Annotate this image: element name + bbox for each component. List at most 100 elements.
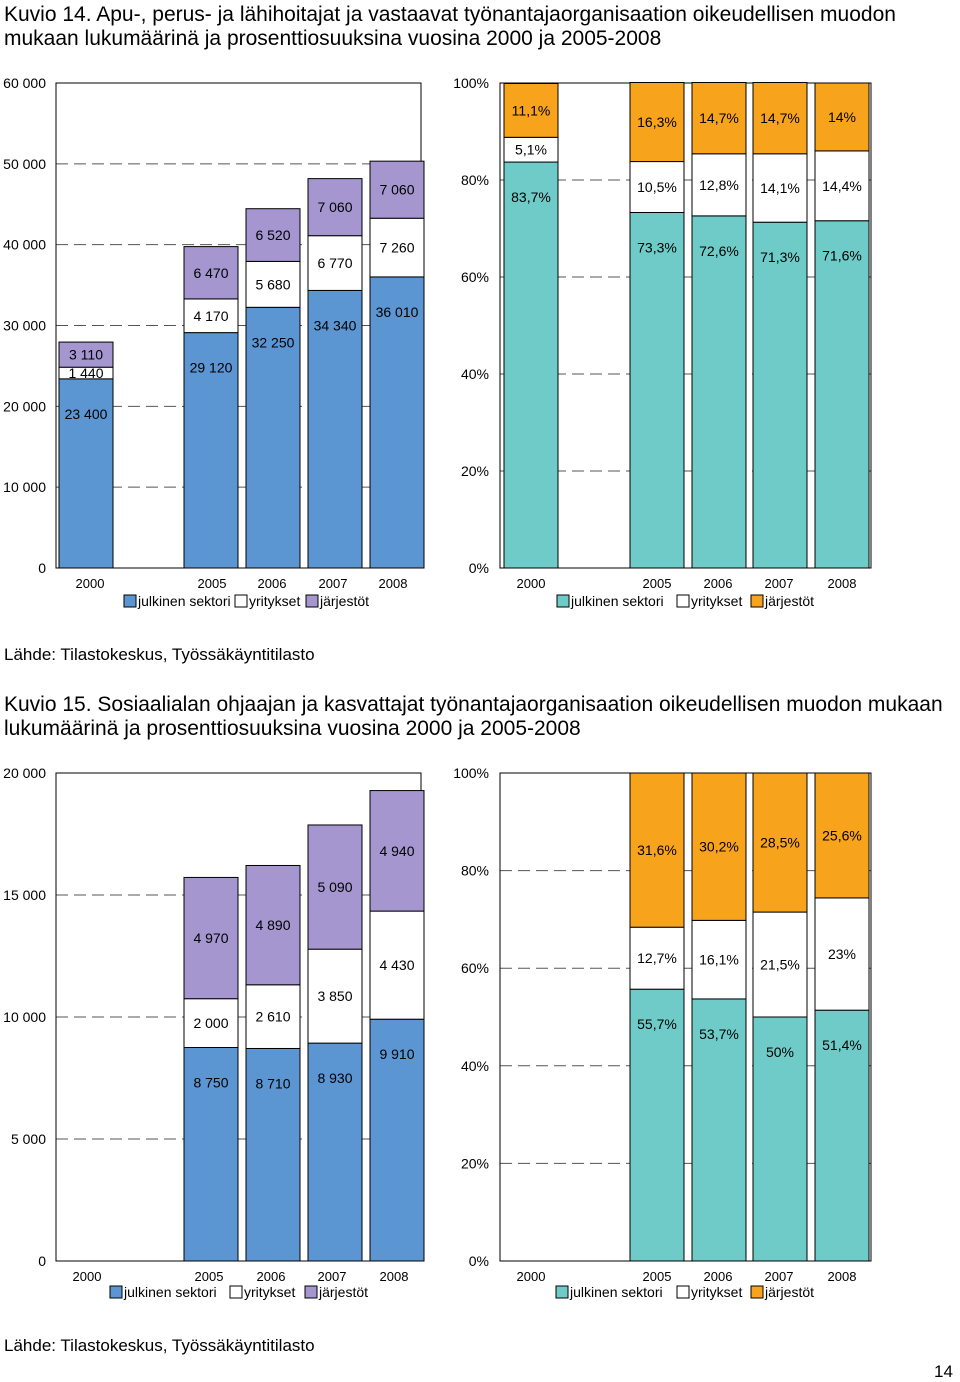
legend-label: julkinen sektori	[123, 1284, 217, 1300]
bar-segment	[58, 378, 114, 569]
data-label: 28,5%	[760, 835, 800, 851]
bar-segment	[752, 153, 808, 223]
x-tick-label: 2008	[828, 576, 857, 591]
x-tick-label: 2007	[318, 1269, 347, 1284]
y-tick-label: 10 000	[3, 1009, 46, 1025]
y-tick-label: 5 000	[11, 1131, 46, 1147]
bar-segment	[307, 178, 363, 237]
bar-segment	[752, 82, 808, 155]
bar-segment	[814, 220, 870, 569]
bar-segment	[245, 208, 301, 262]
x-tick-label: 2006	[258, 576, 287, 591]
legend-label: järjestöt	[319, 593, 369, 609]
data-label: 83,7%	[511, 189, 551, 205]
data-label: 12,7%	[637, 950, 677, 966]
y-tick-label: 40%	[461, 366, 489, 382]
legend-label: julkinen sektori	[569, 1284, 663, 1300]
bar-segment	[245, 984, 301, 1049]
bar-segment	[58, 341, 114, 368]
legend-swatch	[676, 594, 690, 608]
legend-label: järjestöt	[764, 1284, 814, 1300]
x-tick-label: 2005	[643, 1269, 672, 1284]
x-tick-label: 2005	[643, 576, 672, 591]
data-label: 7 060	[317, 199, 352, 215]
bar-segment	[369, 217, 425, 278]
bar-segment	[691, 153, 747, 217]
bar-segment	[752, 911, 808, 1018]
figure-14-title-text: Apu-, perus- ja lähihoitajat ja vastaava…	[4, 3, 896, 50]
y-tick-label: 15 000	[3, 887, 46, 903]
legend-swatch	[109, 1285, 123, 1299]
page-number: 14	[934, 1362, 953, 1381]
plot-frame	[499, 772, 872, 1262]
x-tick-label: 2000	[517, 576, 546, 591]
y-tick-label: 0%	[469, 560, 489, 576]
data-label: 71,3%	[760, 249, 800, 265]
bar-segment	[691, 82, 747, 155]
bar-segment	[752, 772, 808, 913]
bar-segment	[369, 276, 425, 569]
legend-swatch	[750, 594, 764, 608]
bar-segment	[307, 235, 363, 291]
legend-label: järjestöt	[764, 593, 814, 609]
data-label: 4 170	[193, 308, 228, 324]
legend-label: yritykset	[249, 593, 300, 609]
data-label: 10,5%	[637, 179, 677, 195]
bar-segment	[369, 790, 425, 912]
bar-segment	[307, 1042, 363, 1262]
legend-label: julkinen sektori	[570, 593, 664, 609]
data-label: 71,6%	[822, 248, 862, 264]
data-label: 25,6%	[822, 827, 862, 843]
figure-14-number: Kuvio 14.	[4, 3, 92, 26]
data-label: 53,7%	[699, 1026, 739, 1042]
data-label: 4 970	[193, 930, 228, 946]
figure-14-source: Lähde: Tilastokeskus, Työssäkäyntitilast…	[4, 645, 315, 664]
bar-segment	[814, 897, 870, 1011]
data-label: 7 060	[379, 182, 414, 198]
y-tick-label: 40 000	[3, 237, 46, 253]
legend-label: yritykset	[691, 1284, 742, 1300]
bar-segment	[814, 772, 870, 899]
bar-segment	[814, 150, 870, 222]
y-tick-label: 80%	[461, 172, 489, 188]
bar-segment	[307, 948, 363, 1044]
figure-15-source: Lähde: Tilastokeskus, Työssäkäyntitilast…	[4, 1336, 315, 1355]
data-label: 5 680	[255, 276, 290, 292]
bar-segment	[307, 824, 363, 950]
data-label: 9 910	[379, 1046, 414, 1062]
data-label: 31,6%	[637, 842, 677, 858]
bar-segment	[307, 289, 363, 569]
data-label: 14,7%	[760, 110, 800, 126]
y-tick-label: 50 000	[3, 156, 46, 172]
bar-segment	[245, 306, 301, 569]
bar-segment	[183, 246, 239, 300]
legend-swatch	[750, 1285, 764, 1299]
data-label: 8 750	[193, 1075, 228, 1091]
bar-segment	[503, 161, 559, 569]
data-label: 5 090	[317, 879, 352, 895]
data-label: 6 520	[255, 227, 290, 243]
bar-segment	[752, 1016, 808, 1262]
bar-segment	[245, 864, 301, 986]
figure-15-title-text: Sosiaalialan ohjaajan ja kasvattajat työ…	[4, 693, 943, 740]
data-label: 29 120	[190, 360, 233, 376]
bar-segment	[691, 215, 747, 569]
data-label: 3 850	[317, 988, 352, 1004]
data-label: 3 110	[69, 347, 103, 363]
y-tick-label: 0%	[469, 1253, 489, 1269]
bar-segment	[752, 221, 808, 569]
data-label: 4 940	[379, 843, 414, 859]
data-label: 11,1%	[512, 102, 551, 118]
data-label: 72,6%	[699, 243, 739, 259]
legend-label: yritykset	[244, 1284, 295, 1300]
bar-segment	[629, 988, 685, 1262]
y-tick-label: 20 000	[3, 765, 46, 781]
data-label: 6 770	[317, 255, 352, 271]
data-label: 14,1%	[760, 180, 800, 196]
bar-segment	[369, 160, 425, 219]
y-tick-label: 20%	[461, 1155, 489, 1171]
x-tick-label: 2008	[380, 1269, 409, 1284]
bar-segment	[183, 332, 239, 569]
data-label: 12,8%	[699, 177, 739, 193]
